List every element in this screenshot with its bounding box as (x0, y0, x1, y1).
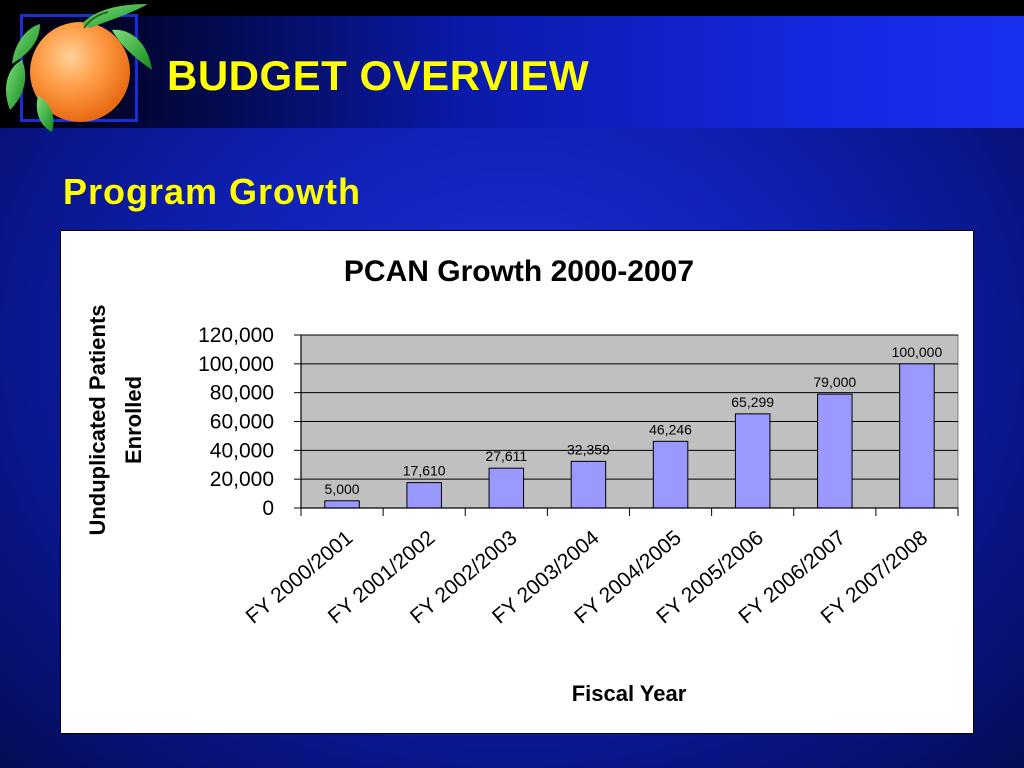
y-axis-title-line-2: Enrolled (121, 376, 146, 464)
slide-title: BUDGET OVERVIEW (167, 52, 590, 99)
y-tick-label: 0 (262, 497, 274, 520)
data-labels: 5,000 17,610 27,611 32,359 46,246 65,299 79,00… (325, 344, 943, 497)
orange-fruit-with-leaves-icon (6, 4, 152, 132)
y-tick-label: 120,000 (198, 324, 274, 347)
axes (294, 334, 959, 516)
y-tick-label: 80,000 (210, 382, 274, 405)
data-label: 5,000 (325, 481, 360, 497)
y-tick-label: 100,000 (198, 353, 274, 376)
slide-subtitle: Program Growth (63, 171, 362, 212)
bar (488, 467, 525, 509)
bar (734, 413, 771, 509)
y-axis-title-line-1: Unduplicated Patients (85, 304, 110, 535)
data-label: 17,610 (403, 463, 446, 479)
y-tick-label: 60,000 (210, 411, 274, 434)
data-label: 27,611 (485, 448, 527, 464)
data-label: 46,246 (649, 421, 692, 437)
data-label: 79,000 (813, 374, 856, 390)
x-axis-title: Fiscal Year (572, 681, 687, 706)
chart-title: PCAN Growth 2000-2007 (344, 255, 694, 288)
data-label: 100,000 (892, 344, 943, 360)
bar-chart: PCAN Growth 2000-2007 0 20,000 40,000 60,00… (85, 255, 959, 706)
bar (817, 393, 853, 509)
data-label: 32,359 (567, 441, 610, 457)
chart-panel: PCAN Growth 2000-2007 0 20,000 40,000 60,00… (60, 230, 974, 734)
bar (324, 500, 360, 509)
y-axis-title: Unduplicated Patients Enrolled (85, 304, 146, 535)
y-tick-label: 40,000 (210, 439, 274, 462)
data-label: 65,299 (731, 394, 774, 410)
bars (324, 363, 935, 509)
header-band (0, 16, 1024, 128)
bar (899, 363, 935, 509)
bar (652, 440, 689, 509)
y-tick-labels: 0 20,000 40,000 60,000 80,000 100,000 120,000 (198, 324, 274, 520)
y-tick-label: 20,000 (210, 468, 274, 491)
top-black-bar (0, 0, 1024, 16)
bar (570, 460, 607, 509)
bar (406, 482, 442, 509)
